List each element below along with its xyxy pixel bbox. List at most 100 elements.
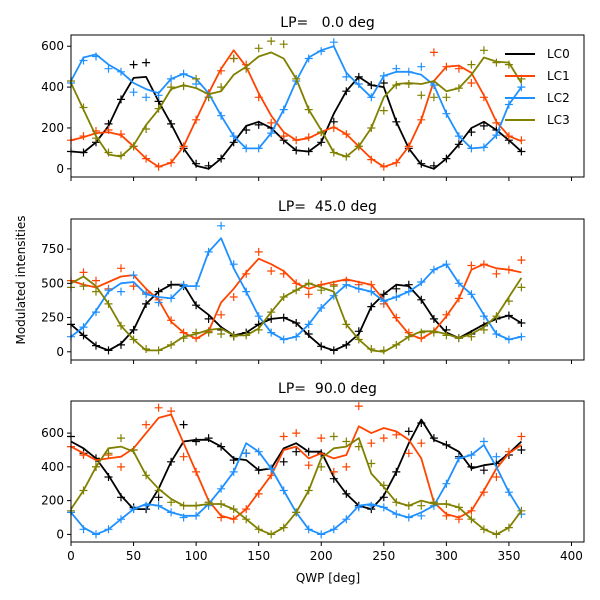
data-point-LC1: [217, 310, 226, 319]
data-point-LC2: [467, 290, 476, 299]
data-point-LC3: [442, 331, 451, 340]
data-point-LC2: [429, 81, 438, 90]
data-point-LC1: [279, 269, 288, 278]
y-tick-label: 200: [41, 121, 64, 135]
series-LC3: [67, 37, 526, 161]
series-LC0: [67, 58, 526, 170]
y-tick-label: 600: [41, 426, 64, 440]
data-point-LC1: [354, 402, 363, 411]
data-point-LC2: [104, 286, 113, 295]
data-point-LC2: [467, 144, 476, 153]
data-point-LC3: [429, 328, 438, 337]
data-point-LC1: [79, 268, 88, 277]
data-point-LC1: [267, 267, 276, 275]
data-point-LC0: [217, 442, 226, 451]
data-point-LC1: [404, 142, 413, 151]
data-point-LC2: [267, 129, 276, 138]
fit-line-LC2: [70, 45, 523, 150]
data-point-LC3: [329, 282, 338, 291]
data-point-LC0: [279, 313, 288, 322]
data-point-LC2: [229, 467, 238, 476]
data-point-LC0: [192, 437, 201, 446]
data-point-LC3: [192, 74, 201, 83]
data-point-LC3: [292, 74, 301, 83]
data-point-LC0: [404, 280, 413, 289]
data-point-LC1: [329, 124, 338, 132]
data-point-LC0: [467, 462, 476, 471]
legend-label-LC2: LC2: [547, 91, 570, 105]
data-point-LC2: [217, 111, 226, 120]
data-point-LC2: [92, 308, 100, 317]
data-point-LC0: [317, 342, 326, 351]
data-point-LC1: [229, 515, 238, 524]
data-point-LC0: [354, 327, 363, 336]
data-point-LC3: [267, 530, 276, 539]
data-point-LC3: [354, 142, 363, 151]
x-tick-label: 200: [310, 549, 333, 563]
data-point-LC0: [304, 147, 313, 156]
data-point-LC2: [329, 38, 338, 47]
data-point-LC2: [504, 335, 513, 344]
data-point-LC2: [279, 486, 288, 495]
data-point-LC2: [267, 328, 276, 337]
data-point-LC2: [317, 47, 326, 56]
data-point-LC0: [479, 466, 488, 475]
data-point-LC0: [254, 120, 263, 129]
data-point-LC1: [304, 133, 313, 142]
data-point-LC3: [304, 105, 313, 114]
series-LC1: [67, 247, 526, 343]
data-point-LC3: [142, 471, 151, 480]
data-point-LC1: [504, 447, 513, 456]
data-point-LC0: [79, 148, 88, 157]
data-point-LC3: [292, 508, 301, 517]
data-point-LC0: [404, 427, 413, 436]
data-point-LC1: [392, 313, 401, 322]
data-point-LC1: [454, 515, 463, 524]
data-point-LC2: [304, 320, 313, 329]
data-point-LC2: [279, 105, 288, 114]
data-point-LC1: [429, 48, 438, 57]
data-point-LC3: [79, 103, 88, 112]
data-point-LC2: [154, 91, 163, 100]
data-point-LC1: [517, 256, 526, 265]
data-point-LC1: [392, 430, 401, 439]
data-point-LC3: [254, 44, 263, 53]
data-point-LC1: [292, 136, 301, 145]
data-point-LC2: [417, 278, 426, 286]
data-point-LC3: [254, 525, 263, 534]
data-point-LC3: [104, 449, 113, 458]
data-point-LC3: [317, 128, 326, 137]
data-point-LC3: [342, 320, 351, 329]
y-tick-label: 400: [41, 460, 64, 474]
data-point-LC3: [467, 332, 476, 341]
data-point-LC0: [204, 161, 213, 170]
data-point-LC2: [167, 74, 176, 83]
data-point-LC3: [154, 486, 163, 495]
data-point-LC3: [304, 486, 313, 495]
data-point-LC0: [429, 434, 438, 443]
data-point-LC3: [142, 125, 151, 133]
data-point-LC2: [367, 501, 376, 510]
data-point-LC2: [342, 280, 351, 289]
data-point-LC1: [317, 434, 326, 443]
x-tick-label: 250: [372, 549, 395, 563]
data-point-LC3: [129, 446, 138, 454]
data-point-LC0: [367, 81, 376, 90]
data-point-LC3: [242, 515, 251, 524]
data-point-LC1: [292, 429, 301, 438]
data-point-LC2: [254, 144, 263, 153]
data-point-LC1: [479, 93, 488, 102]
data-point-LC3: [317, 462, 326, 471]
data-point-LC2: [379, 71, 388, 80]
data-point-LC1: [454, 64, 463, 73]
data-point-LC0: [167, 119, 176, 128]
data-point-LC3: [229, 54, 238, 63]
data-point-LC1: [279, 432, 288, 441]
data-point-LC3: [267, 308, 276, 317]
data-point-LC3: [454, 334, 463, 343]
data-point-LC2: [129, 88, 138, 97]
data-point-LC0: [342, 87, 351, 96]
data-point-LC1: [229, 293, 238, 301]
data-point-LC0: [254, 466, 263, 475]
